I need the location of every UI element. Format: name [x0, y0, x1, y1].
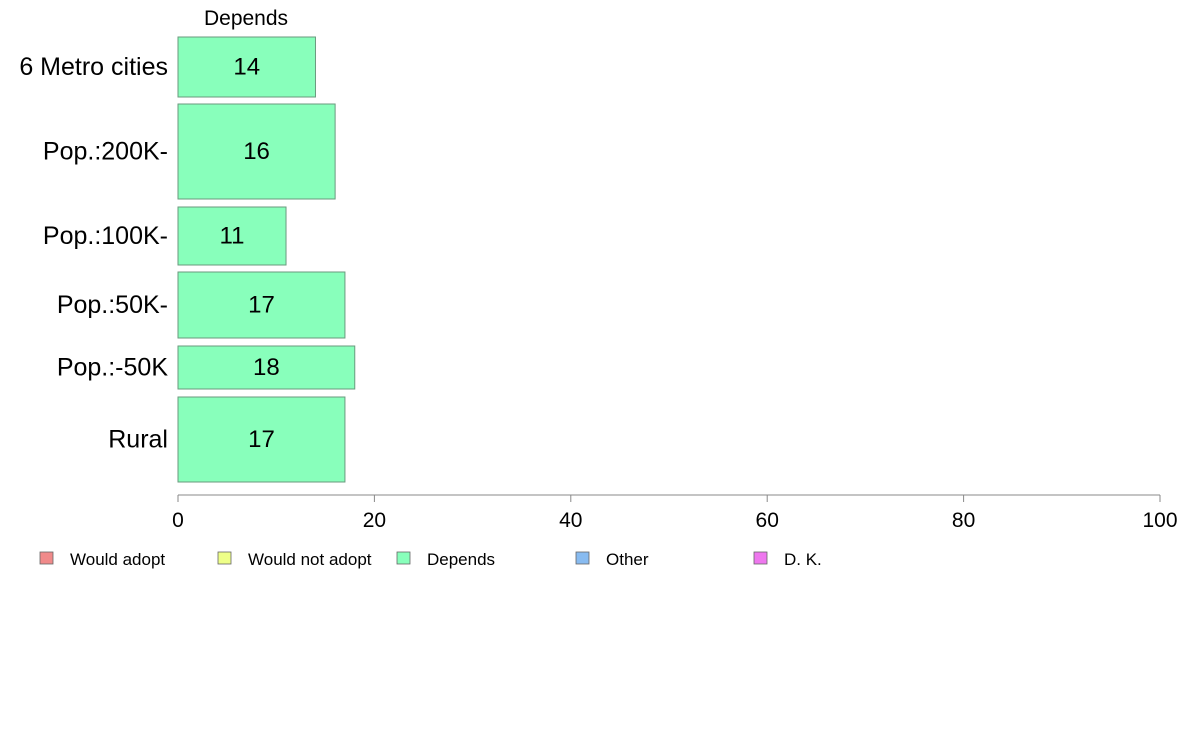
bar-value-label: 14 [233, 54, 260, 81]
category-label: Pop.:50K- [57, 291, 168, 319]
x-tick-label: 100 [1142, 509, 1177, 532]
bar-value-label: 17 [248, 426, 275, 453]
chart-title: Depends [204, 7, 288, 30]
bar [177, 103, 336, 200]
x-tick-label: 40 [559, 509, 582, 532]
legend-swatch [396, 551, 411, 565]
x-tick-label: 20 [363, 509, 386, 532]
x-tick-label: 60 [756, 509, 779, 532]
bars-layer: 14 16 11 17 18 17 [177, 36, 356, 483]
category-label: Pop.:100K- [43, 222, 168, 250]
bar [177, 345, 356, 390]
legend: Would adopt Would not adopt Depends Other D.… [39, 550, 822, 569]
category-label: Pop.:200K- [43, 138, 168, 166]
category-labels: 6 Metro cities Pop.:200K- Pop.:100K- Pop.:5… [19, 53, 168, 454]
bar-value-label: 16 [243, 138, 270, 165]
bar [177, 36, 316, 98]
bar-value-label: 18 [253, 354, 280, 381]
category-label: Rural [108, 426, 168, 454]
legend-label: D. K. [784, 550, 822, 569]
legend-label: Would not adopt [248, 550, 372, 569]
legend-swatch [753, 551, 768, 565]
legend-label: Depends [427, 550, 495, 569]
category-label: 6 Metro cities [19, 53, 168, 81]
bar [177, 396, 346, 483]
legend-label: Would adopt [70, 550, 165, 569]
x-axis: 0 20 40 60 80 100 [172, 494, 1178, 532]
legend-swatch [217, 551, 232, 565]
legend-label: Other [606, 550, 649, 569]
category-label: Pop.:-50K [57, 354, 169, 382]
bar-value-label: 11 [220, 223, 245, 250]
x-tick-label: 0 [172, 509, 184, 532]
legend-swatch [39, 551, 54, 565]
x-tick-label: 80 [952, 509, 975, 532]
legend-swatch [575, 551, 590, 565]
bar [177, 271, 346, 339]
bar-value-label: 17 [248, 292, 275, 319]
bar [177, 206, 287, 266]
